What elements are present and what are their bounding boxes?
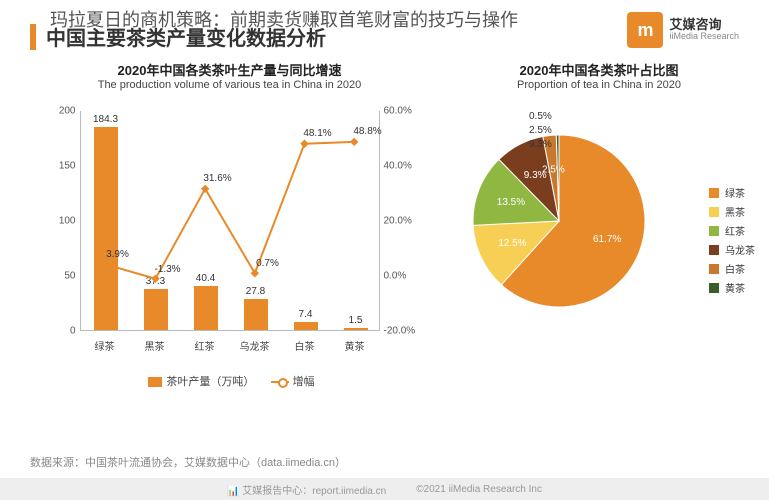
line-value-label: 48.8% — [346, 126, 390, 137]
y-right-tick: 60.0% — [384, 106, 420, 117]
legend-swatch — [709, 207, 719, 217]
legend-line-label: 增幅 — [293, 376, 315, 388]
svg-text:2.5%: 2.5% — [542, 164, 565, 175]
y-right-tick: 20.0% — [384, 216, 420, 227]
line-value-label: 0.7% — [246, 258, 290, 269]
footer-report-link: 📊 艾媒报告中心：report.iimedia.cn — [227, 482, 386, 497]
x-category-label: 乌龙茶 — [235, 338, 275, 353]
y-right-tick: 40.0% — [384, 161, 420, 172]
y-left-tick: 100 — [50, 216, 76, 227]
legend-label: 黑茶 — [725, 204, 745, 219]
line-value-label: -1.3% — [146, 264, 190, 275]
pie-legend-item: 乌龙茶 — [709, 242, 755, 257]
pie-legend-item: 绿茶 — [709, 185, 755, 200]
pie-legend-item: 黑茶 — [709, 204, 755, 219]
x-category-label: 白茶 — [285, 338, 325, 353]
y-right-tick: 0.0% — [384, 271, 420, 282]
pie-slice-label: 0.5% — [529, 111, 552, 122]
pie-legend: 绿茶黑茶红茶乌龙茶白茶黄茶 — [709, 181, 755, 299]
legend-swatch — [709, 283, 719, 293]
brand-logo-en: iiMedia Research — [669, 32, 739, 42]
pie-title-cn: 2020年中国各类茶叶占比图 — [449, 60, 749, 79]
x-category-label: 红茶 — [185, 338, 225, 353]
pie-chart: 2020年中国各类茶叶占比图 Proportion of tea in Chin… — [449, 60, 749, 440]
y-right-tick: -20.0% — [384, 326, 420, 337]
barline-title-en: The production volume of various tea in … — [20, 79, 439, 91]
x-category-label: 黄茶 — [335, 338, 375, 353]
y-left-tick: 200 — [50, 106, 76, 117]
overlay-title: 玛拉夏日的商机策略：前期卖货赚取首笔财富的技巧与操作 — [50, 6, 518, 32]
header-accent-bar — [30, 24, 36, 50]
footer-copyright: ©2021 iiMedia Research Inc — [416, 484, 542, 495]
legend-label: 绿茶 — [725, 185, 745, 200]
x-category-label: 绿茶 — [85, 338, 125, 353]
x-category-label: 黑茶 — [135, 338, 175, 353]
pie-legend-item: 白茶 — [709, 261, 755, 276]
pie-plot-area: 绿茶黑茶红茶乌龙茶白茶黄茶 61.7%12.5%13.5%9.3%2.5%0.5… — [449, 101, 749, 371]
barline-plot-area: 184.337.340.427.87.41.53.9%-1.3%31.6%0.7… — [40, 101, 420, 371]
legend-bar-label: 茶叶产量（万吨） — [166, 376, 254, 388]
line-value-label: 48.1% — [296, 128, 340, 139]
legend-swatch — [709, 264, 719, 274]
line-value-label: 3.9% — [96, 249, 140, 260]
legend-label: 乌龙茶 — [725, 242, 755, 257]
y-left-tick: 0 — [50, 326, 76, 337]
barline-title-cn: 2020年中国各类茶叶生产量与同比增速 — [20, 60, 439, 79]
pie-slice-label: 2.5% — [529, 125, 552, 136]
pie-legend-item: 黄茶 — [709, 280, 755, 295]
legend-label: 黄茶 — [725, 280, 745, 295]
legend-swatch — [709, 245, 719, 255]
brand-logo-cn: 艾媒咨询 — [669, 18, 739, 32]
barline-chart: 2020年中国各类茶叶生产量与同比增速 The production volum… — [20, 60, 439, 440]
legend-label: 红茶 — [725, 223, 745, 238]
brand-logo-icon: m — [627, 12, 663, 48]
pie-slice-label: 9.3% — [529, 139, 552, 150]
pie-title-en: Proportion of tea in China in 2020 — [449, 79, 749, 91]
legend-label: 白茶 — [725, 261, 745, 276]
pie-legend-item: 红茶 — [709, 223, 755, 238]
barline-legend: 茶叶产量（万吨） 增幅 — [20, 373, 439, 389]
page-footer: 📊 艾媒报告中心：report.iimedia.cn ©2021 iiMedia… — [0, 478, 769, 500]
svg-text:12.5%: 12.5% — [498, 238, 526, 249]
y-left-tick: 150 — [50, 161, 76, 172]
legend-swatch — [709, 188, 719, 198]
svg-text:61.7%: 61.7% — [593, 234, 621, 245]
svg-text:13.5%: 13.5% — [497, 197, 525, 208]
y-left-tick: 50 — [50, 271, 76, 282]
line-value-label: 31.6% — [196, 173, 240, 184]
brand-logo: m 艾媒咨询 iiMedia Research — [627, 12, 739, 48]
data-source-text: 数据来源：中国茶叶流通协会，艾媒数据中心（data.iimedia.cn） — [30, 454, 346, 470]
legend-swatch — [709, 226, 719, 236]
